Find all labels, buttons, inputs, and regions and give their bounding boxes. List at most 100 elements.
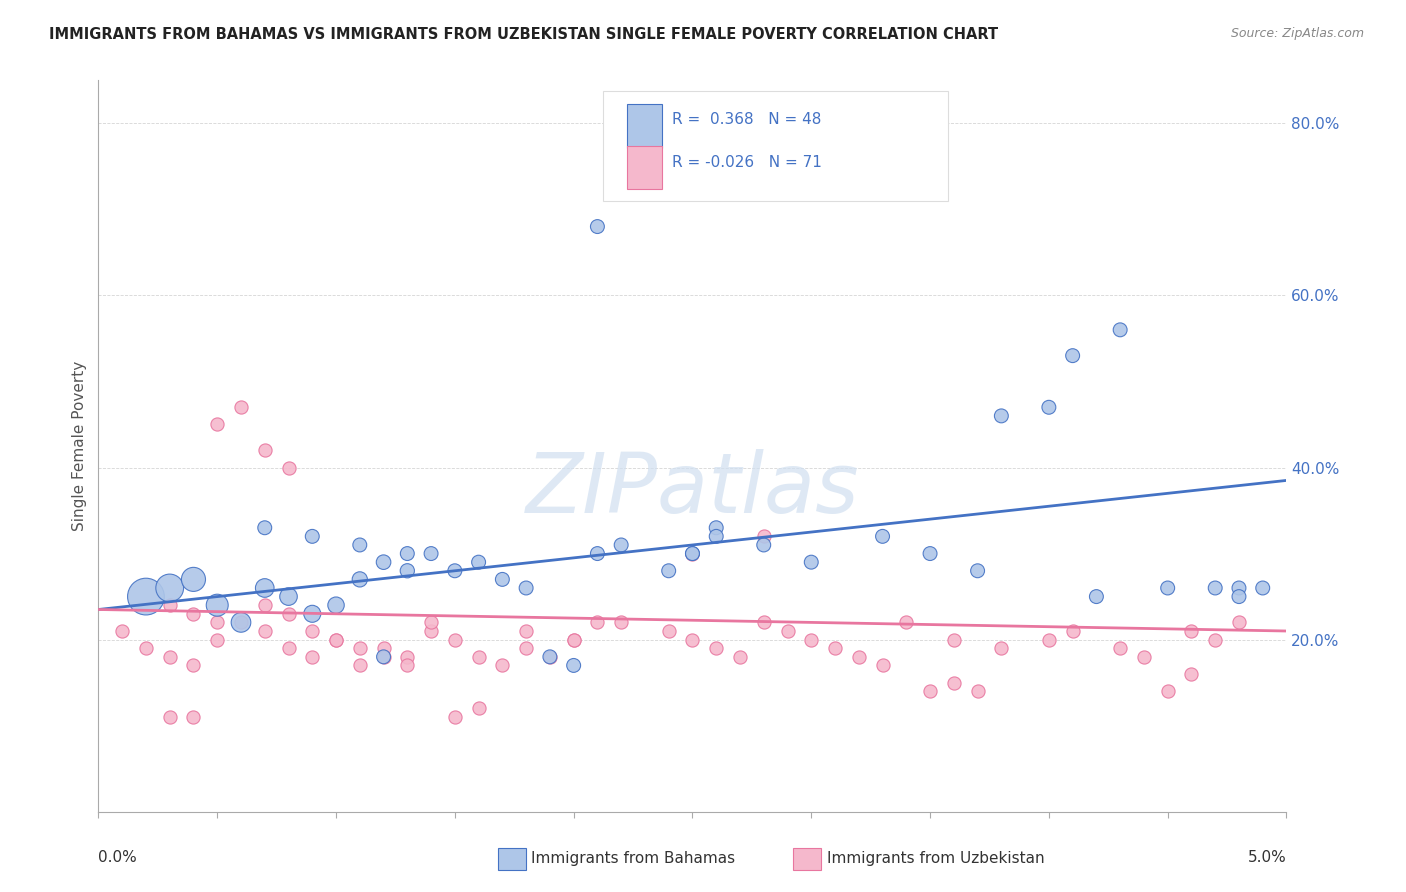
Point [277,607,299,621]
Point [1227,590,1250,604]
Point [325,632,347,647]
Point [1038,632,1060,647]
Point [373,555,395,569]
Point [610,615,633,630]
Point [301,649,323,664]
Point [586,615,609,630]
Point [467,701,489,715]
Point [681,632,703,647]
Point [396,547,419,561]
Point [752,615,775,630]
Point [253,443,276,458]
Point [920,547,942,561]
Point [1062,349,1084,363]
Point [966,564,988,578]
Point [443,632,465,647]
Point [205,632,228,647]
Point [159,581,181,595]
Point [848,649,870,664]
Point [135,590,157,604]
Point [1062,624,1084,638]
Point [253,624,276,638]
Point [1038,401,1060,415]
Point [515,641,537,656]
Point [301,529,323,543]
Point [515,581,537,595]
Point [920,684,942,698]
Point [349,573,371,587]
Point [396,564,419,578]
Point [1251,581,1274,595]
Point [1109,323,1132,337]
Point [467,649,489,664]
Point [562,632,585,647]
Point [942,675,965,690]
Point [610,538,633,552]
Point [420,624,443,638]
Point [752,538,775,552]
Point [135,641,157,656]
FancyBboxPatch shape [603,91,948,201]
Point [1227,581,1250,595]
Point [990,641,1012,656]
Point [349,658,371,673]
Point [301,607,323,621]
Point [111,624,134,638]
Point [538,649,561,664]
Text: ZIPatlas: ZIPatlas [526,450,859,531]
Point [800,555,823,569]
Point [373,649,395,664]
Point [159,598,181,612]
Point [896,615,918,630]
Point [443,710,465,724]
Point [562,658,585,673]
Point [1109,641,1132,656]
Point [349,641,371,656]
Point [704,521,727,535]
Text: R =  0.368   N = 48: R = 0.368 N = 48 [672,112,821,127]
Point [1180,667,1202,681]
Point [942,632,965,647]
Point [1180,624,1202,638]
Point [253,521,276,535]
Point [1133,649,1156,664]
Point [681,547,703,561]
FancyBboxPatch shape [627,146,662,189]
Point [443,564,465,578]
Point [183,573,205,587]
Point [253,581,276,595]
FancyBboxPatch shape [627,104,662,147]
Text: IMMIGRANTS FROM BAHAMAS VS IMMIGRANTS FROM UZBEKISTAN SINGLE FEMALE POVERTY CORR: IMMIGRANTS FROM BAHAMAS VS IMMIGRANTS FR… [49,27,998,42]
Point [800,632,823,647]
Point [349,538,371,552]
Point [420,547,443,561]
Point [872,658,894,673]
Point [205,598,228,612]
Y-axis label: Single Female Poverty: Single Female Poverty [72,361,87,531]
Point [159,710,181,724]
Point [1085,590,1108,604]
Point [586,547,609,561]
Point [681,547,703,561]
Point [658,564,681,578]
Point [1156,581,1178,595]
Point [396,658,419,673]
Point [253,598,276,612]
Point [467,555,489,569]
Point [325,632,347,647]
Point [277,590,299,604]
Point [373,649,395,664]
Point [205,615,228,630]
Point [562,632,585,647]
Point [229,615,252,630]
Point [301,624,323,638]
Point [752,529,775,543]
Point [515,624,537,638]
Text: 0.0%: 0.0% [98,850,138,865]
Point [704,529,727,543]
Point [183,710,205,724]
Point [1227,615,1250,630]
Point [1156,684,1178,698]
Point [538,649,561,664]
Point [229,401,252,415]
